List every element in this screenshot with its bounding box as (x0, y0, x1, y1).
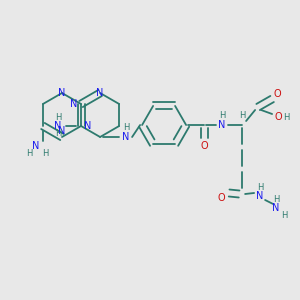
Text: N: N (272, 203, 280, 213)
Text: N: N (32, 141, 40, 151)
Text: O: O (217, 193, 225, 203)
Text: H: H (219, 112, 225, 121)
Text: H: H (273, 194, 279, 203)
Text: N: N (58, 88, 66, 98)
Text: N: N (58, 126, 66, 136)
Text: H: H (281, 212, 287, 220)
Text: N: N (96, 88, 104, 98)
Text: N: N (256, 191, 264, 201)
Text: H: H (55, 113, 61, 122)
Text: H: H (239, 112, 245, 121)
Text: N: N (218, 120, 226, 130)
Text: O: O (273, 89, 281, 99)
Text: H: H (283, 112, 289, 122)
Text: N: N (84, 121, 92, 131)
Text: N: N (54, 121, 62, 131)
Text: H: H (123, 124, 129, 133)
Text: H: H (257, 182, 263, 191)
Text: H: H (26, 149, 32, 158)
Text: H: H (42, 149, 48, 158)
Text: O: O (200, 141, 208, 151)
Text: N: N (70, 99, 78, 109)
Text: O: O (274, 112, 282, 122)
Text: H: H (55, 130, 61, 139)
Text: N: N (122, 132, 130, 142)
